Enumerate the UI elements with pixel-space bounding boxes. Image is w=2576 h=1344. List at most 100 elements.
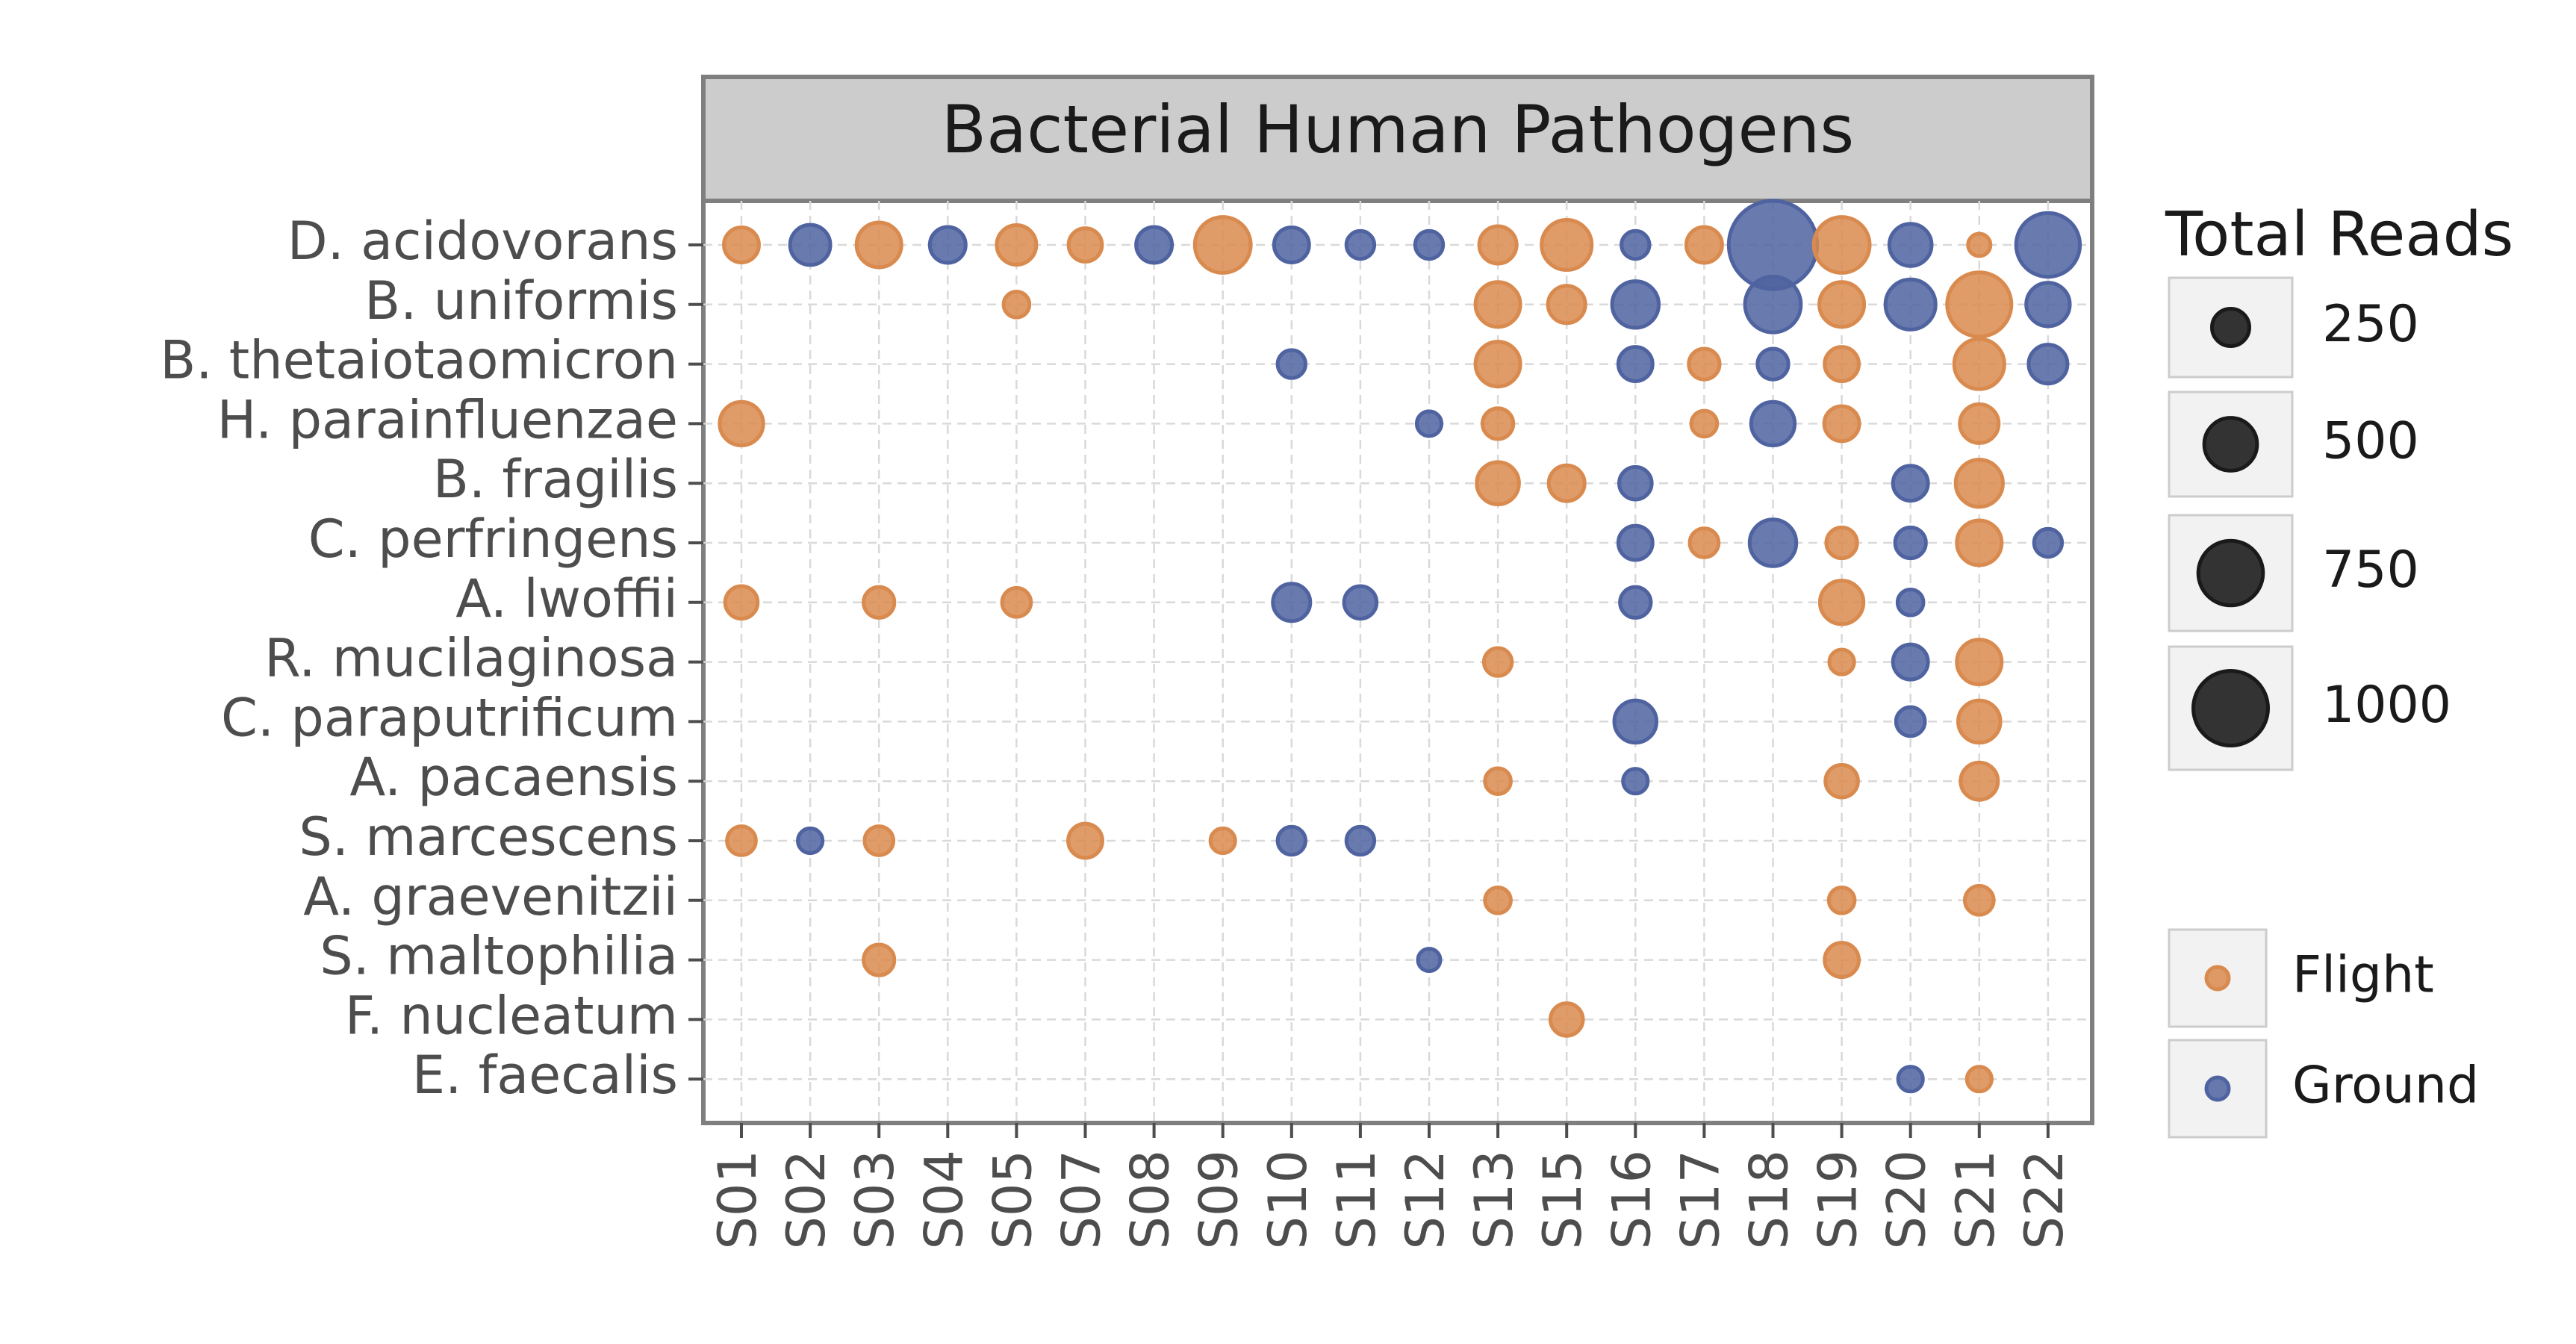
data-point bbox=[1749, 399, 1797, 448]
x-tick-label: S22 bbox=[2014, 1150, 2075, 1250]
data-point bbox=[1192, 215, 1253, 275]
data-point bbox=[1817, 280, 1867, 329]
data-points bbox=[718, 199, 2082, 1094]
data-point bbox=[1414, 409, 1444, 438]
data-point bbox=[1891, 464, 1930, 503]
y-tick-label: C. paraputrificum bbox=[221, 687, 678, 748]
data-point bbox=[2014, 211, 2082, 279]
data-point bbox=[1743, 274, 1803, 335]
data-point bbox=[1208, 826, 1237, 856]
data-point bbox=[1000, 585, 1033, 619]
data-point bbox=[1958, 402, 2001, 445]
chart-title: Bacterial Human Pathogens bbox=[942, 91, 1854, 168]
data-point bbox=[2026, 343, 2070, 386]
data-point bbox=[1483, 885, 1513, 915]
data-point bbox=[1001, 289, 1032, 320]
y-tick-label: C. perfringens bbox=[308, 508, 678, 570]
x-tick-label: S21 bbox=[1945, 1150, 2006, 1250]
y-tick-label: S. marcescens bbox=[299, 806, 678, 868]
x-tick-label: S03 bbox=[844, 1150, 906, 1250]
data-point bbox=[722, 225, 761, 264]
y-tick-label: F. nucleatum bbox=[345, 985, 678, 1046]
data-point bbox=[1823, 762, 1860, 800]
y-tick-label: B. fragilis bbox=[433, 449, 678, 510]
data-point bbox=[927, 225, 968, 265]
facet-strip bbox=[701, 75, 2094, 203]
data-point bbox=[1548, 1001, 1585, 1038]
data-point bbox=[1413, 228, 1446, 261]
data-point bbox=[1811, 215, 1872, 275]
x-tick-label: S09 bbox=[1189, 1150, 1250, 1250]
data-point bbox=[1822, 404, 1861, 444]
color-legend-marker bbox=[2204, 1075, 2231, 1102]
x-tick-label: S12 bbox=[1395, 1150, 1456, 1250]
y-tick-label: A. pacaensis bbox=[349, 747, 678, 808]
data-point bbox=[1483, 766, 1513, 797]
data-point bbox=[1817, 579, 1866, 626]
size-legend-title: Total Reads bbox=[2165, 199, 2513, 270]
data-point bbox=[1610, 279, 1661, 330]
y-tick-label: H. parainfluenzae bbox=[217, 389, 678, 450]
data-point bbox=[995, 223, 1039, 267]
y-tick-label: A. graevenitzii bbox=[303, 866, 678, 927]
data-point bbox=[1134, 225, 1175, 265]
data-point bbox=[1342, 584, 1379, 621]
data-point bbox=[1620, 228, 1652, 261]
x-tick-label: S02 bbox=[776, 1150, 837, 1250]
y-tick-label: R. mucilaginosa bbox=[264, 628, 678, 689]
data-point bbox=[1887, 222, 1934, 268]
data-point bbox=[1956, 698, 2003, 745]
x-tick-label: S19 bbox=[1808, 1150, 1869, 1250]
data-point bbox=[1826, 885, 1857, 915]
data-point bbox=[1540, 217, 1594, 273]
y-tick-label: E. faecalis bbox=[412, 1045, 678, 1106]
data-point bbox=[1962, 883, 1996, 917]
x-tick-label: S17 bbox=[1670, 1150, 1731, 1250]
color-legend-label: Flight bbox=[2292, 946, 2434, 1005]
x-tick-label: S05 bbox=[982, 1150, 1043, 1250]
data-point bbox=[723, 584, 760, 621]
data-point bbox=[788, 223, 833, 267]
x-tick-label: S08 bbox=[1120, 1150, 1181, 1250]
data-point bbox=[854, 220, 903, 270]
y-tick-label: B. thetaiotaomicron bbox=[160, 330, 678, 391]
data-point bbox=[1416, 947, 1443, 974]
data-point bbox=[1621, 767, 1650, 796]
data-point bbox=[862, 585, 897, 620]
data-point bbox=[1275, 348, 1308, 380]
data-point bbox=[1616, 523, 1655, 562]
data-point bbox=[1271, 582, 1313, 623]
data-point bbox=[718, 399, 765, 448]
x-axis: S01 S02 S03 S04 S05 S07 S08 S09 S10 S11 S12 S13 S15 S… bbox=[707, 1123, 2075, 1250]
x-tick-label: S18 bbox=[1739, 1150, 1800, 1250]
data-point bbox=[1546, 463, 1587, 503]
data-point bbox=[1755, 346, 1791, 382]
data-point bbox=[1955, 518, 2004, 567]
data-point bbox=[1546, 284, 1587, 326]
data-point bbox=[1066, 226, 1104, 264]
size-legend-marker bbox=[2196, 538, 2265, 608]
data-point bbox=[1684, 225, 1724, 265]
y-tick-label: S. maltophilia bbox=[320, 926, 678, 987]
x-tick-label: S13 bbox=[1463, 1150, 1525, 1250]
data-point bbox=[2032, 526, 2065, 559]
data-point bbox=[1964, 1065, 1994, 1094]
data-point bbox=[1617, 464, 1654, 502]
data-point bbox=[1475, 460, 1521, 506]
data-point bbox=[1893, 525, 1928, 561]
x-tick-label: S15 bbox=[1532, 1150, 1593, 1250]
y-tick-label: A. lwoffii bbox=[455, 568, 678, 629]
data-point bbox=[1895, 587, 1926, 617]
data-point bbox=[1066, 821, 1104, 860]
data-point bbox=[1891, 642, 1930, 682]
size-legend: 250 500 750 1000 bbox=[2168, 276, 2451, 771]
data-point bbox=[1618, 585, 1653, 620]
size-legend-label: 500 bbox=[2322, 412, 2419, 471]
data-point bbox=[1689, 408, 1720, 439]
data-point bbox=[1344, 228, 1377, 261]
data-point bbox=[1687, 346, 1722, 382]
data-point bbox=[1953, 458, 2005, 509]
data-point bbox=[862, 942, 897, 977]
x-tick-label: S07 bbox=[1051, 1150, 1113, 1250]
data-point bbox=[1952, 337, 2006, 391]
